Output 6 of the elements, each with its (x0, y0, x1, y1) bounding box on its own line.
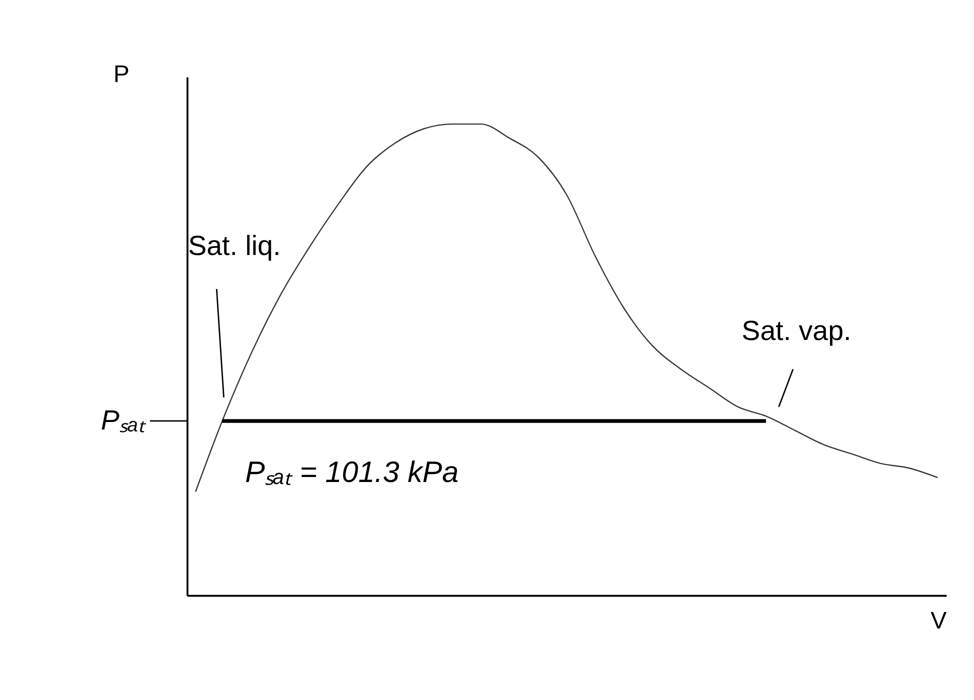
x-axis-title: V (930, 607, 947, 634)
y-axis-title: P (113, 61, 130, 88)
annotation: Sat. liq. (188, 230, 281, 261)
annotation: Pₛₐₜ = 101.3 kPa (245, 456, 459, 490)
annotation: Sat. vap. (742, 314, 852, 346)
ref-line-label: Pₛₐₜ (100, 404, 146, 436)
